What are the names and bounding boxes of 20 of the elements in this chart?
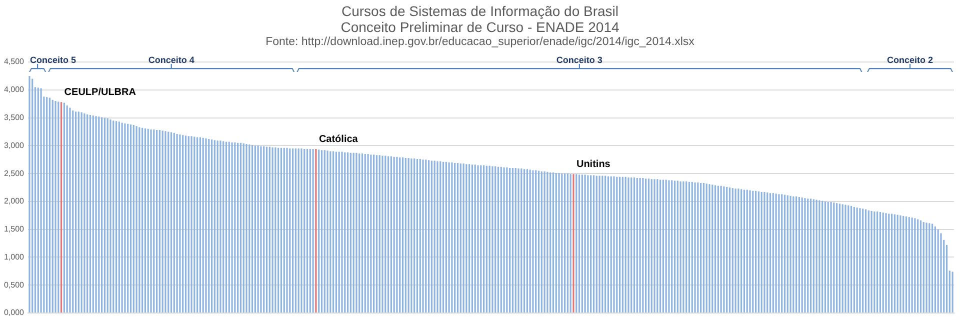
annotation: Conceito 5 — [30, 55, 76, 65]
source-note: Fonte: http://download.inep.gov.br/educacao_superior/enade/igc/2014/igc_2014.xlsx — [264, 35, 696, 50]
series-label: CEULP/ULBRA — [64, 86, 136, 98]
y-tick-label: 0,500 — [4, 280, 25, 290]
annotation: Conceito 3 — [556, 55, 602, 65]
y-tick-label: 0,000 — [4, 308, 25, 318]
y-tick-label: 3,000 — [4, 140, 25, 150]
chart-title: Cursos de Sistemas de Informação do Brasil — [340, 3, 620, 19]
series-label: Católica — [318, 134, 358, 145]
annotation: Conceito 2 — [887, 55, 934, 65]
annotation: Conceito 4 — [148, 55, 194, 65]
y-tick-label: 4,000 — [4, 85, 25, 94]
y-tick-label: 2,500 — [4, 168, 25, 178]
y-tick-label: 3,500 — [4, 112, 25, 122]
y-tick-label: 1,500 — [4, 224, 25, 234]
y-tick-label: 1,000 — [4, 252, 25, 262]
series-label: Unitins — [576, 158, 611, 170]
y-tick-label: 4,500 — [4, 57, 25, 66]
chart-subtitle: Conceito Preliminar de Curso - ENADE 2014 — [340, 19, 620, 35]
y-tick-label: 2,000 — [4, 196, 25, 206]
